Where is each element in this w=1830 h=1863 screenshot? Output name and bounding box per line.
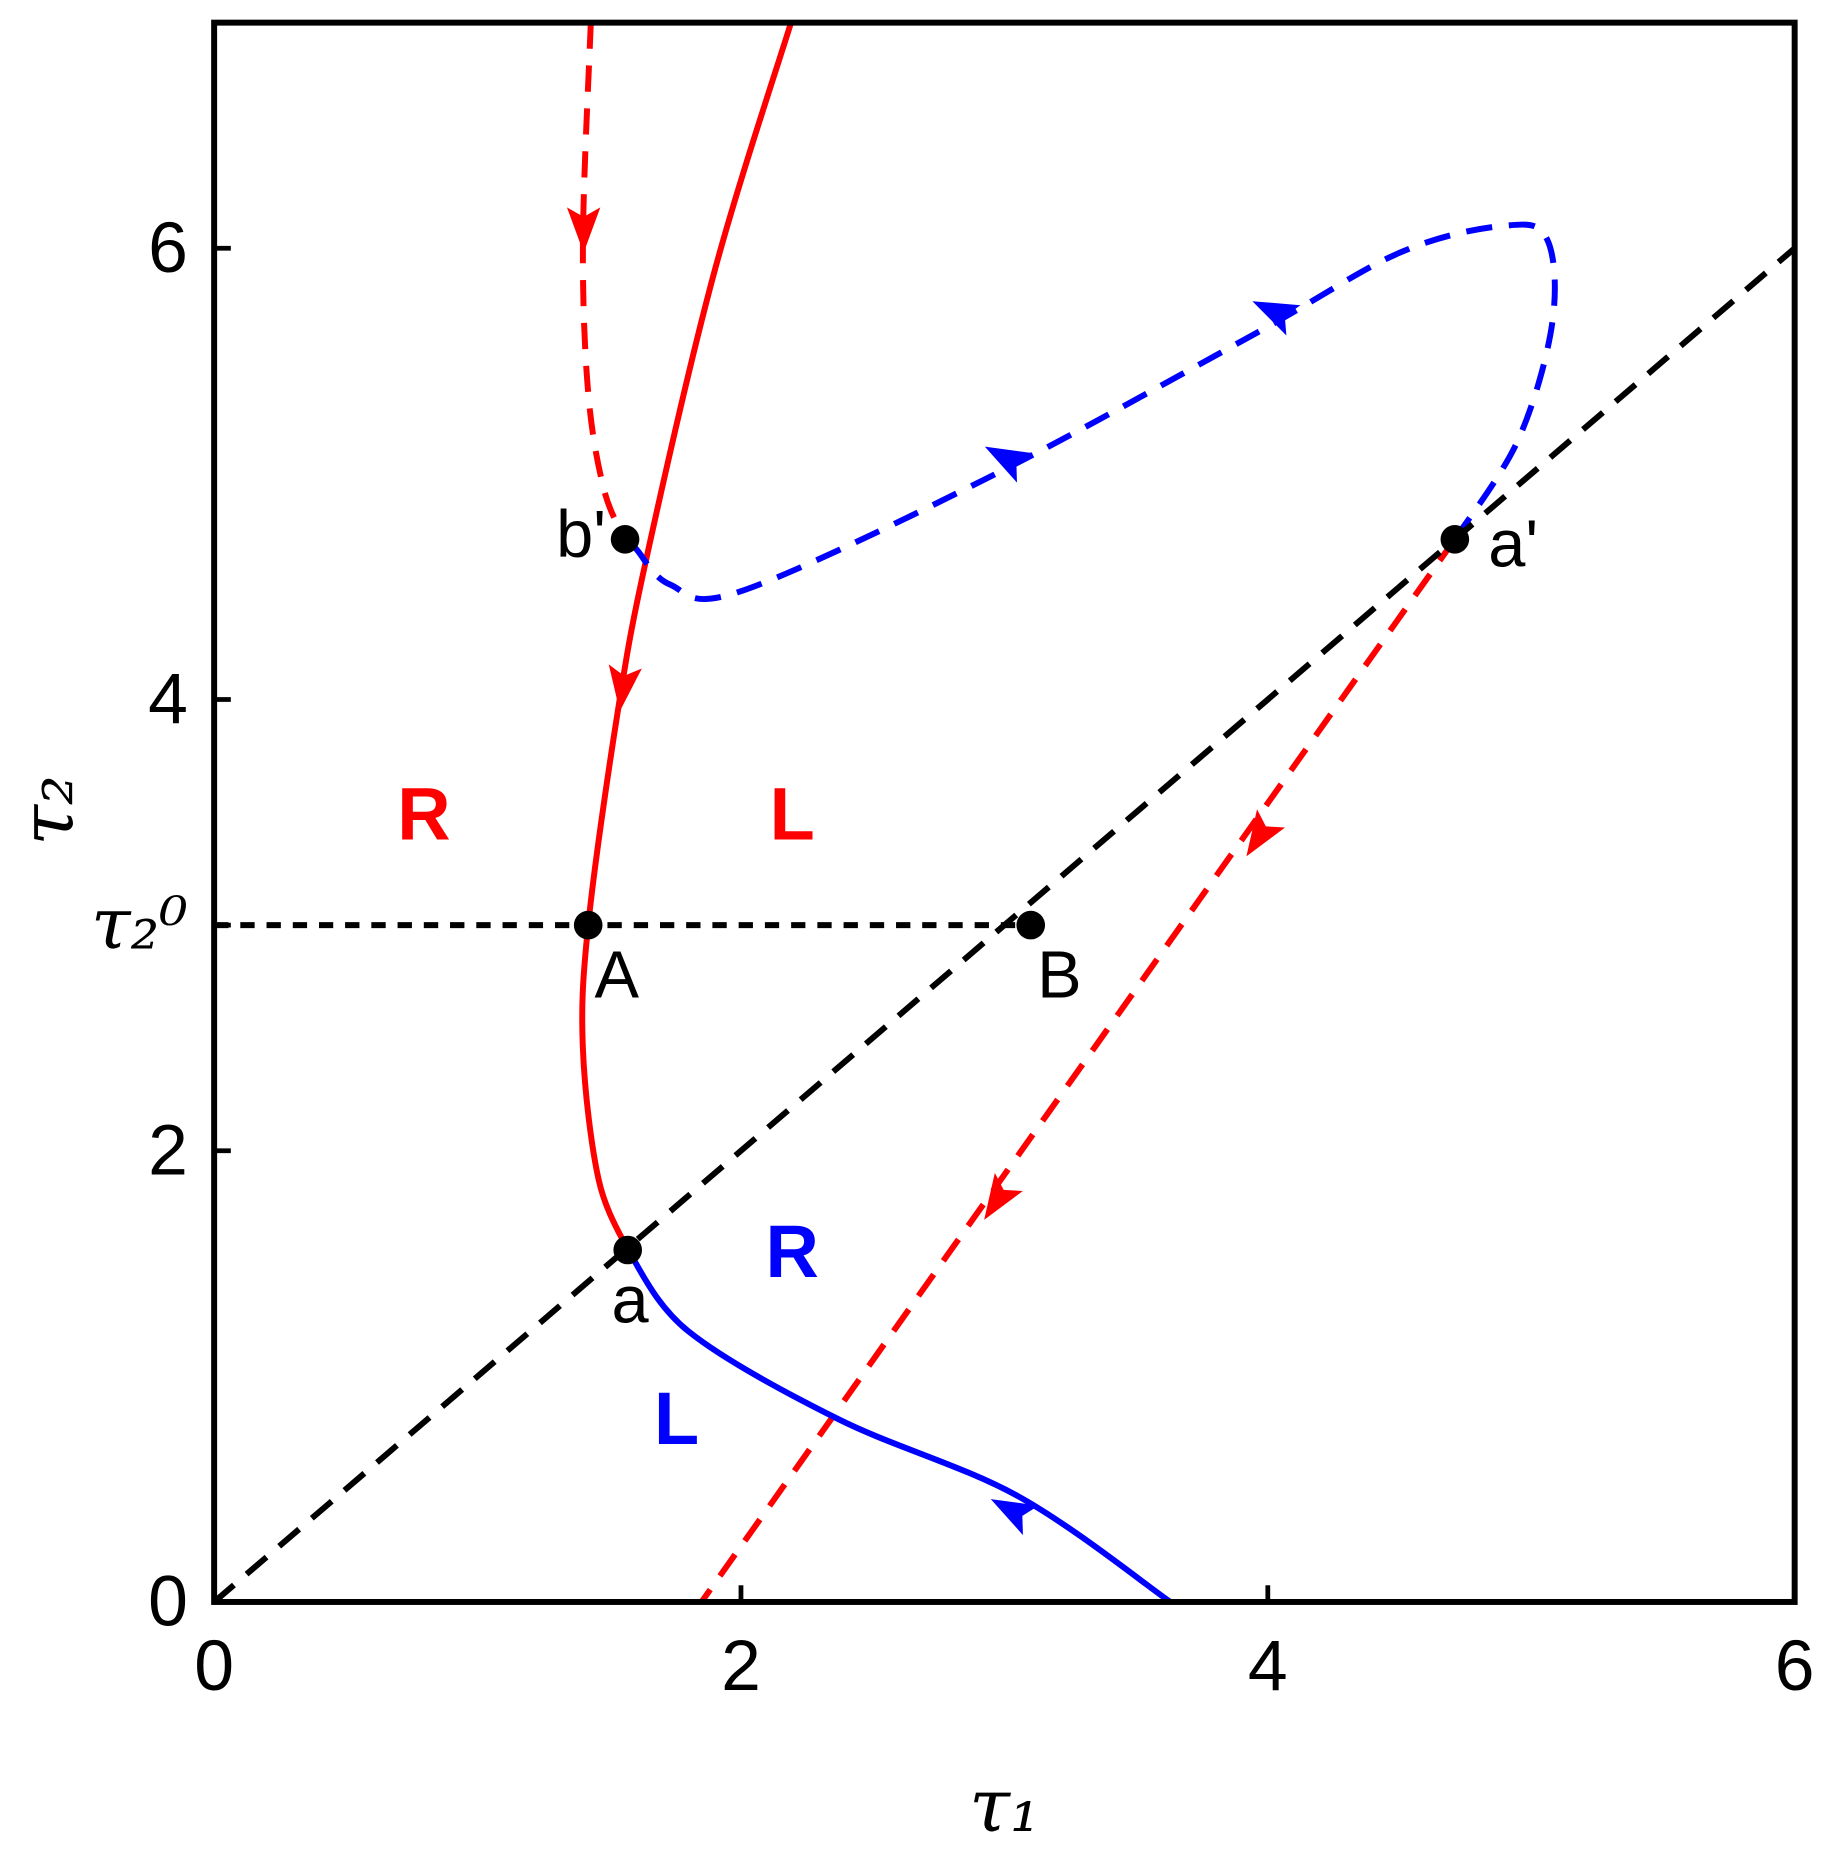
direction-arrow — [984, 446, 1033, 483]
point — [573, 910, 603, 940]
curve — [579, 22, 794, 1252]
y-tick-label: 2 — [148, 1110, 188, 1190]
x-axis-label: τ₁ — [969, 1763, 1039, 1849]
x-tick-label: 6 — [1775, 1626, 1815, 1706]
x-tick-label: 2 — [721, 1626, 761, 1706]
curve — [579, 22, 628, 541]
plot-frame — [211, 19, 1798, 1605]
point — [1440, 525, 1470, 554]
point-label: a' — [1488, 507, 1538, 581]
direction-arrow — [984, 1172, 1023, 1220]
direction-arrow — [1252, 301, 1301, 336]
curve — [625, 1248, 1173, 1602]
region-label: L — [654, 1377, 699, 1460]
region-label: R — [766, 1210, 819, 1293]
x-tick-label: 0 — [194, 1626, 234, 1706]
region-label: L — [770, 773, 815, 856]
direction-arrow — [990, 1499, 1039, 1536]
point-label: A — [595, 939, 640, 1013]
region-label: R — [397, 773, 450, 856]
y-tick-label: 0 — [148, 1562, 188, 1642]
direction-arrow — [566, 207, 601, 253]
point — [610, 525, 640, 554]
point-label: b' — [556, 498, 606, 572]
curve — [623, 221, 1558, 603]
direction-arrow — [608, 664, 642, 712]
y-tick-label: τ₂⁰ — [91, 882, 188, 965]
y-axis-label: τ₂ — [5, 775, 91, 846]
point — [613, 1235, 643, 1265]
point-label: B — [1037, 939, 1082, 1013]
direction-arrow — [1246, 809, 1286, 857]
y-tick-label: 6 — [148, 208, 188, 288]
point — [1016, 910, 1046, 940]
point-label: a — [612, 1263, 650, 1337]
y-tick-label: 4 — [148, 659, 188, 739]
curve — [699, 537, 1458, 1602]
x-tick-label: 4 — [1248, 1626, 1288, 1706]
